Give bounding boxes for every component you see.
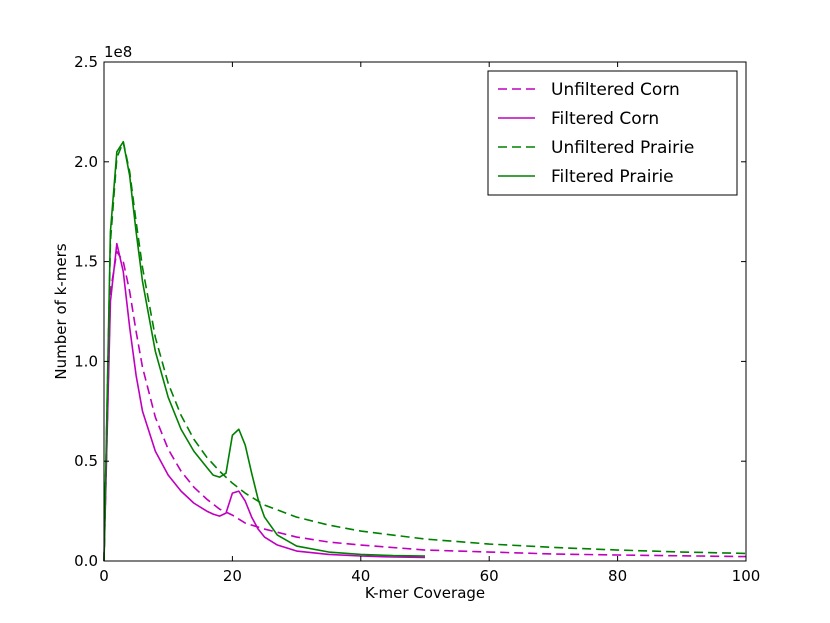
x-axis-label: K-mer Coverage <box>365 584 485 602</box>
legend-label: Unfiltered Corn <box>551 80 680 100</box>
y-tick-label: 2.0 <box>74 153 98 171</box>
y-tick-label: 0.0 <box>74 552 98 570</box>
series-line-unfiltered-corn <box>103 250 747 562</box>
x-tick-label: 80 <box>608 567 627 585</box>
y-tick-label: 2.5 <box>74 53 98 71</box>
legend: Unfiltered Corn Filtered Corn Unfiltered P… <box>487 70 738 196</box>
ticks-layer: 0 20 40 60 80 100 0.0 0.5 1.0 1.5 2.0 2.5 <box>74 53 760 585</box>
y-tick-label: 1.0 <box>74 352 98 370</box>
legend-label: Filtered Corn <box>551 109 659 129</box>
y-tick-label: 1.5 <box>74 253 98 271</box>
x-tick-label: 20 <box>223 567 242 585</box>
series-line-unfiltered-prairie <box>103 141 747 562</box>
legend-label: Filtered Prairie <box>551 167 674 187</box>
legend-label: Unfiltered Prairie <box>551 138 694 158</box>
y-axis-label: Number of k-mers <box>52 243 70 379</box>
plot-frame <box>103 61 747 562</box>
x-tick-label: 40 <box>351 567 370 585</box>
series-line-filtered-corn <box>103 242 426 562</box>
y-offset-text: 1e8 <box>104 43 132 61</box>
legend-box <box>487 70 738 196</box>
series-line-filtered-prairie <box>103 141 426 562</box>
y-tick-label: 0.5 <box>74 452 98 470</box>
series-layer <box>103 141 747 562</box>
x-tick-label: 0 <box>99 567 109 585</box>
x-tick-label: 100 <box>732 567 761 585</box>
x-tick-label: 60 <box>480 567 499 585</box>
